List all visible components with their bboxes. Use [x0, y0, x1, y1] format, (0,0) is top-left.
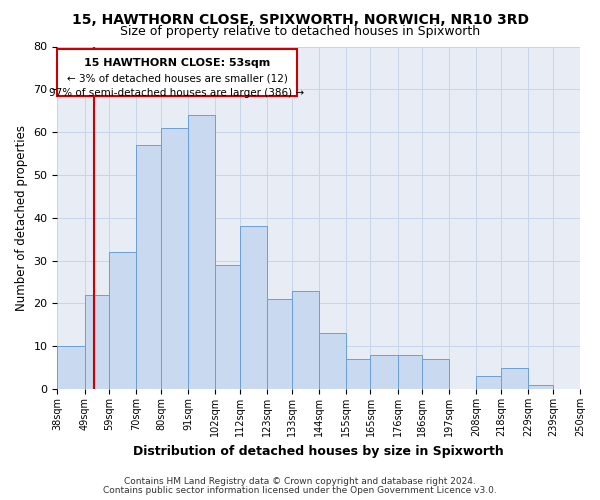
- Bar: [370, 355, 398, 389]
- Bar: [422, 359, 449, 389]
- Bar: [109, 252, 136, 389]
- Bar: [580, 385, 600, 389]
- Bar: [58, 48, 296, 96]
- Bar: [398, 355, 422, 389]
- Text: Contains public sector information licensed under the Open Government Licence v3: Contains public sector information licen…: [103, 486, 497, 495]
- Bar: [85, 295, 109, 389]
- Bar: [58, 346, 85, 389]
- Bar: [501, 368, 528, 389]
- Bar: [476, 376, 501, 389]
- Bar: [240, 226, 267, 389]
- Bar: [136, 145, 161, 389]
- Text: 15 HAWTHORN CLOSE: 53sqm: 15 HAWTHORN CLOSE: 53sqm: [84, 58, 270, 68]
- Bar: [528, 385, 553, 389]
- Bar: [188, 115, 215, 389]
- Bar: [161, 128, 188, 389]
- Bar: [319, 334, 346, 389]
- Bar: [215, 265, 240, 389]
- Y-axis label: Number of detached properties: Number of detached properties: [15, 125, 28, 311]
- X-axis label: Distribution of detached houses by size in Spixworth: Distribution of detached houses by size …: [133, 444, 504, 458]
- Bar: [346, 359, 370, 389]
- Text: Size of property relative to detached houses in Spixworth: Size of property relative to detached ho…: [120, 25, 480, 38]
- Text: ← 3% of detached houses are smaller (12): ← 3% of detached houses are smaller (12): [67, 74, 287, 84]
- Text: Contains HM Land Registry data © Crown copyright and database right 2024.: Contains HM Land Registry data © Crown c…: [124, 477, 476, 486]
- Text: 15, HAWTHORN CLOSE, SPIXWORTH, NORWICH, NR10 3RD: 15, HAWTHORN CLOSE, SPIXWORTH, NORWICH, …: [71, 12, 529, 26]
- Bar: [292, 290, 319, 389]
- Text: 97% of semi-detached houses are larger (386) →: 97% of semi-detached houses are larger (…: [49, 88, 305, 98]
- Bar: [267, 299, 292, 389]
